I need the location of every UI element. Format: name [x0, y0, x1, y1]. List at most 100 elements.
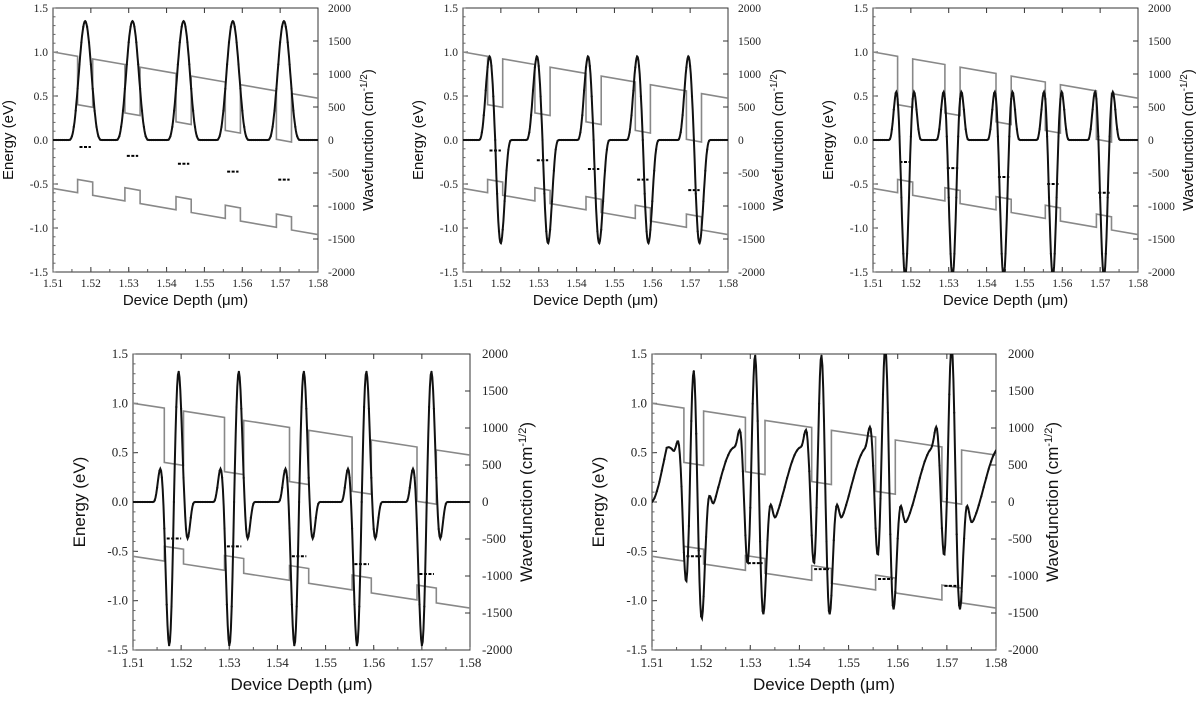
y-axis-title: Energy (eV) — [0, 100, 17, 180]
y2-tick-label: -2000 — [738, 267, 765, 279]
wavefunction-point — [459, 500, 462, 504]
y2-tick-label: 0 — [1148, 135, 1154, 147]
wavefunction-point — [127, 41, 130, 44]
wavefunction-point — [120, 125, 123, 128]
wavefunction-point — [636, 55, 639, 58]
wavefunction-point — [1114, 108, 1117, 111]
y2-axis-title: Wavefunction (cm-1/2) — [517, 422, 536, 582]
wavefunction-point — [208, 500, 212, 504]
x-tick-label: 1.53 — [939, 278, 959, 290]
wavefunction-point — [1053, 252, 1056, 255]
y2-tick-label: -500 — [738, 168, 759, 180]
y2-tick-label: -500 — [1008, 531, 1032, 546]
wavefunction-point — [329, 500, 332, 504]
wavefunction-point — [375, 535, 378, 538]
wavefunction-point — [719, 476, 722, 480]
wavefunction-point — [531, 89, 535, 92]
wavefunction-point — [619, 138, 622, 142]
wavefunction-point — [277, 63, 280, 66]
wavefunction-point — [466, 500, 469, 504]
wavefunction-point — [180, 25, 183, 28]
wavefunction-point — [452, 500, 455, 504]
wavefunction-point — [818, 402, 821, 405]
wavefunction-point — [714, 495, 718, 498]
wavefunction-point — [788, 468, 791, 471]
wavefunction-point — [214, 138, 217, 142]
wavefunction-point — [82, 25, 85, 28]
wavefunction-point — [156, 138, 159, 142]
wavefunction-point — [550, 200, 554, 203]
wavefunction-point — [112, 138, 115, 142]
wavefunction-point — [425, 500, 428, 504]
wavefunction-point — [592, 138, 595, 142]
wavefunction-point — [129, 25, 132, 28]
wavefunction-point — [985, 138, 988, 142]
wavefunction-point — [711, 138, 715, 142]
wavefunction-point — [881, 138, 884, 142]
wavefunction-point — [932, 138, 935, 142]
wavefunction-point — [413, 476, 416, 479]
wavefunction-point — [884, 346, 886, 348]
wavefunction-point — [891, 604, 894, 607]
wavefunction-point — [781, 495, 784, 498]
wavefunction-point — [697, 549, 700, 552]
wavefunction-point — [602, 200, 605, 203]
wavefunction-point — [282, 20, 285, 23]
wavefunction-point — [980, 495, 983, 498]
wavefunction-point — [921, 138, 924, 142]
wavefunction-point — [909, 135, 913, 138]
wavefunction-point — [715, 138, 718, 142]
wavefunction-point — [749, 506, 752, 509]
wavefunction-point — [620, 138, 624, 142]
wavefunction-point — [938, 128, 941, 131]
wavefunction-point — [977, 504, 980, 507]
wavefunction-point — [300, 405, 303, 409]
wavefunction-point — [1131, 138, 1134, 142]
wavefunction-point — [204, 500, 207, 504]
wavefunction-point — [1047, 196, 1051, 199]
y2-tick-label: 1000 — [738, 69, 761, 81]
wavefunction-point — [717, 486, 720, 489]
wavefunction-point — [210, 138, 214, 142]
wavefunction-point — [296, 135, 299, 138]
wavefunction-point — [286, 41, 289, 44]
y-tick-label: 0.0 — [444, 135, 459, 147]
wavefunction-point — [579, 131, 582, 134]
wavefunction-point — [611, 138, 614, 142]
wavefunction-point — [712, 502, 715, 505]
wavefunction-point — [562, 138, 565, 142]
y2-tick-label: 1500 — [738, 36, 761, 48]
chart-panel-top-left: 1.51 1.52 1.53 1.54 1.55 1.56 1.57 1.58 1.5 1.0 0.… — [0, 3, 377, 309]
wavefunction-point — [239, 87, 242, 90]
wavefunction-point — [577, 138, 580, 141]
wavefunction-point — [822, 419, 826, 423]
wavefunction-point — [904, 520, 907, 524]
y2-tick-label: -2000 — [328, 267, 355, 279]
wavefunction-point — [250, 138, 253, 142]
chart-panel-bottom-left: 1.51 1.52 1.53 1.54 1.55 1.56 1.57 1.58 1.5 1.0 0.… — [70, 346, 536, 694]
wavefunction-point — [284, 25, 287, 28]
wavefunction-point — [61, 138, 64, 142]
wavefunction-point — [896, 97, 899, 101]
wavefunction-point — [170, 605, 173, 608]
wavefunction-point — [165, 603, 168, 606]
wavefunction-point — [724, 460, 727, 463]
wavefunction-point — [719, 138, 722, 142]
wavefunction-point — [193, 125, 197, 128]
wavefunction-point — [655, 148, 658, 151]
y-tick-label: -1.0 — [30, 223, 48, 235]
wavefunction-point — [726, 138, 728, 142]
wavefunction-point — [985, 476, 988, 480]
wavefunction-point — [134, 500, 137, 504]
wavefunction-point — [160, 476, 163, 479]
wavefunction-point — [264, 500, 267, 504]
x-axis-title: Device Depth (μm) — [943, 292, 1068, 309]
wavefunction-point — [377, 516, 380, 519]
wavefunction-point — [1021, 138, 1024, 142]
wavefunction-point — [387, 500, 390, 504]
wavefunction-point — [945, 135, 948, 138]
wavefunction-point — [396, 500, 399, 504]
wavefunction-point — [201, 500, 204, 504]
wavefunction-point — [484, 89, 487, 92]
wavefunction-point — [835, 505, 838, 508]
